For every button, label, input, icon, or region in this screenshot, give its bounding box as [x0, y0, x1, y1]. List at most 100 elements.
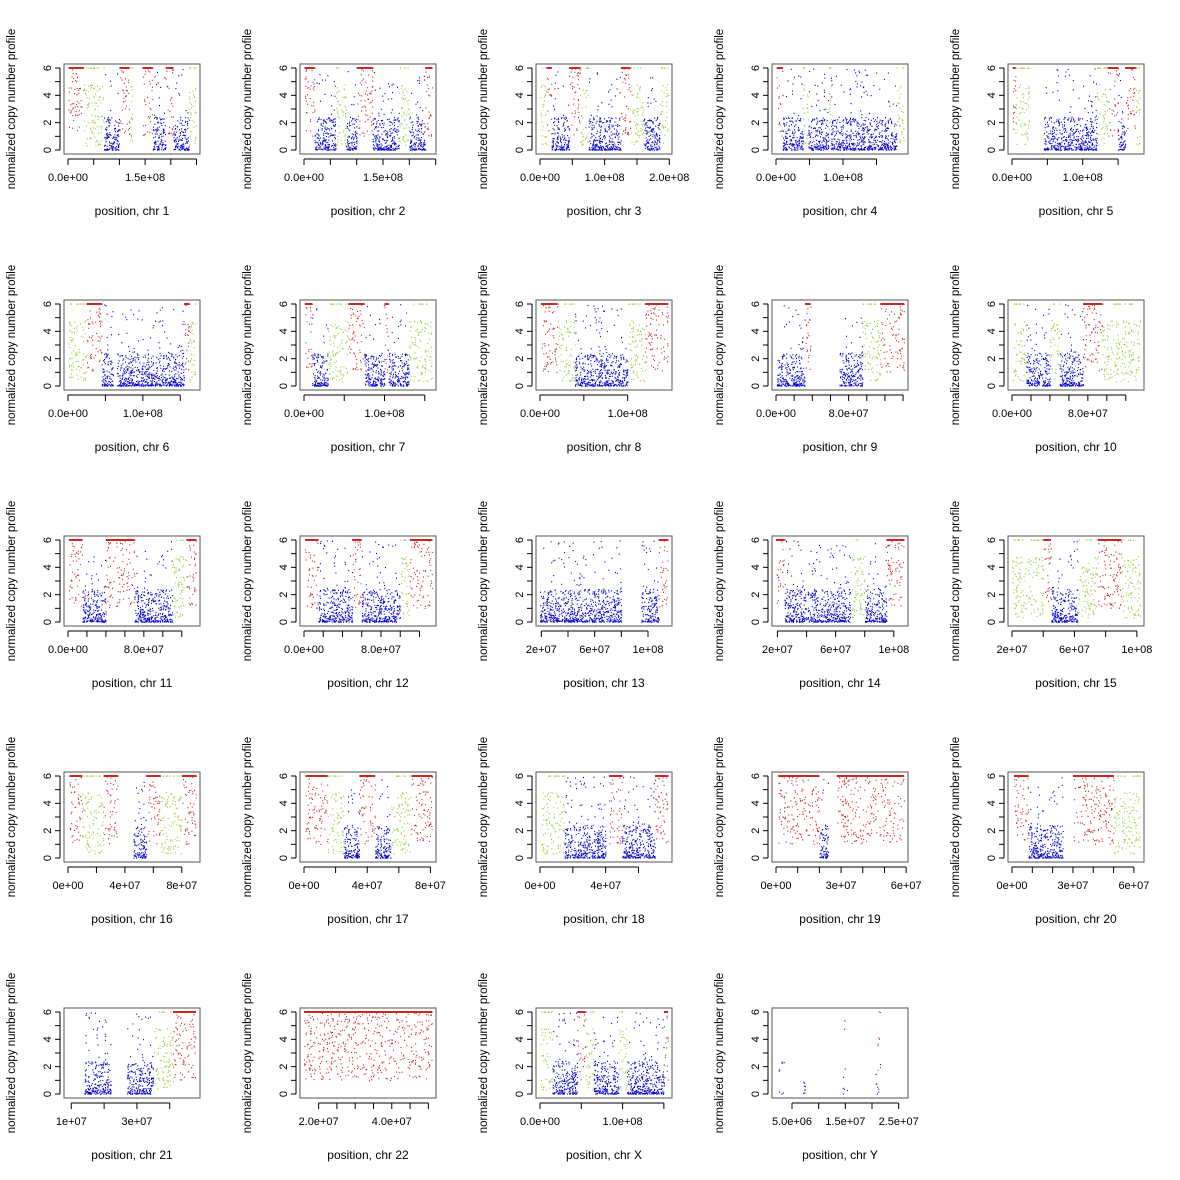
data-point: [882, 147, 883, 148]
data-point: [664, 92, 665, 93]
data-point: [570, 84, 571, 85]
data-point: [859, 72, 860, 73]
data-point: [881, 135, 882, 136]
data-point: [596, 144, 597, 145]
data-point: [799, 140, 800, 141]
data-point: [383, 147, 384, 148]
data-point: [886, 143, 887, 144]
data-point: [847, 135, 848, 136]
data-point: [617, 135, 618, 136]
data-point: [1121, 142, 1122, 143]
data-point: [1105, 94, 1106, 95]
data-point: [832, 123, 833, 124]
data-point: [317, 142, 318, 143]
data-point: [88, 106, 89, 107]
data-point: [338, 91, 339, 92]
data-point: [72, 340, 73, 341]
data-point: [94, 97, 95, 98]
data-point: [1114, 130, 1115, 131]
data-point: [610, 120, 611, 121]
data-point: [825, 128, 826, 129]
data-point: [651, 129, 652, 130]
data-point: [1136, 112, 1137, 113]
data-point: [132, 89, 133, 90]
data-point: [822, 123, 823, 124]
data-point: [190, 102, 191, 103]
data-point: [875, 129, 876, 130]
data-point: [1121, 146, 1122, 147]
data-point: [306, 71, 307, 72]
data-point: [394, 119, 395, 120]
data-point: [71, 110, 72, 111]
data-point: [319, 145, 320, 146]
data-point: [184, 135, 185, 136]
data-point: [414, 149, 415, 150]
data-point: [328, 137, 329, 138]
data-point: [649, 128, 650, 129]
data-point: [337, 68, 338, 69]
data-point: [396, 129, 397, 130]
data-point: [863, 87, 864, 88]
data-point: [118, 129, 119, 130]
data-point: [105, 378, 106, 379]
data-point: [405, 89, 406, 90]
data-point: [104, 304, 105, 305]
data-point: [158, 121, 159, 122]
data-point: [150, 116, 151, 117]
data-point: [644, 121, 645, 122]
data-point: [642, 115, 643, 116]
data-point: [1122, 134, 1123, 135]
data-point: [833, 128, 834, 129]
data-point: [409, 127, 410, 128]
data-point: [1013, 118, 1014, 119]
data-point: [310, 119, 311, 120]
data-point: [1126, 130, 1127, 131]
capped-points: [425, 67, 432, 69]
data-point: [1097, 93, 1098, 94]
data-point: [881, 123, 882, 124]
data-point: [657, 140, 658, 141]
data-point: [328, 144, 329, 145]
data-point: [615, 146, 616, 147]
data-point: [657, 148, 658, 149]
data-point: [130, 367, 131, 368]
data-point: [1099, 113, 1100, 114]
data-point: [403, 99, 404, 100]
data-point: [1071, 120, 1072, 121]
data-point: [145, 71, 146, 72]
data-point: [423, 134, 424, 135]
data-point: [647, 102, 648, 103]
data-point: [557, 71, 558, 72]
data-point: [389, 121, 390, 122]
data-point: [85, 356, 86, 357]
x-tick-label: 2.0e+08: [649, 172, 689, 184]
data-point: [353, 137, 354, 138]
data-point: [349, 125, 350, 126]
data-point: [337, 112, 338, 113]
data-point: [311, 105, 312, 106]
data-point: [600, 130, 601, 131]
data-point: [1094, 145, 1095, 146]
data-point: [122, 89, 123, 90]
data-point: [100, 326, 101, 327]
data-point: [837, 119, 838, 120]
data-point: [817, 123, 818, 124]
data-point: [109, 141, 110, 142]
data-point: [1069, 75, 1070, 76]
data-point: [320, 137, 321, 138]
data-point: [76, 94, 77, 95]
data-point: [809, 144, 810, 145]
data-point: [156, 119, 157, 120]
data-point: [156, 129, 157, 130]
data-point: [642, 102, 643, 103]
data-point: [132, 368, 133, 369]
data-point: [1108, 102, 1109, 103]
data-point: [608, 126, 609, 127]
data-point: [344, 136, 345, 137]
data-point: [616, 133, 617, 134]
data-point: [107, 345, 108, 346]
data-point: [353, 148, 354, 149]
data-point: [835, 120, 836, 121]
data-point: [108, 122, 109, 123]
data-point: [1104, 118, 1105, 119]
